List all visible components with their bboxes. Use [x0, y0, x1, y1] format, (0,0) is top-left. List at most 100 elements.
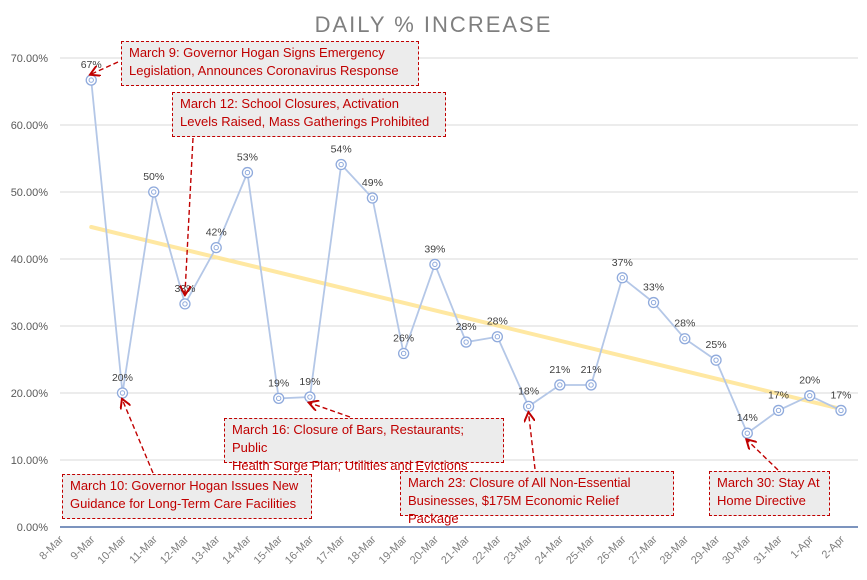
data-point-inner [588, 382, 594, 388]
data-point-inner [400, 350, 407, 357]
x-tick-label: 18-Mar [345, 533, 378, 566]
x-tick-label: 31-Mar [752, 533, 785, 566]
data-label: 42% [206, 227, 227, 239]
data-label: 19% [299, 376, 320, 388]
data-point [835, 404, 847, 417]
data-point-inner [307, 394, 313, 400]
data-label: 21% [581, 364, 602, 376]
data-point [148, 186, 160, 198]
data-label: 33% [643, 282, 664, 294]
data-label: 17% [768, 389, 789, 401]
annotation-march-23-line2: Businesses, $175M Economic Relief Packag… [408, 493, 619, 526]
data-point [585, 379, 597, 391]
annotation-march-30-line2: Home Directive [717, 493, 806, 508]
x-tick-label: 13-Mar [189, 533, 222, 566]
x-tick-label: 21-Mar [439, 533, 472, 566]
data-point [397, 347, 410, 360]
data-point [710, 354, 722, 366]
annotation-march-9-line1: March 9: Governor Hogan Signs Emergency [129, 45, 385, 60]
arrow-march-30 [747, 440, 779, 471]
data-label: 25% [706, 339, 727, 351]
y-tick-label: 0.00% [17, 522, 48, 534]
x-axis: 8-Mar 9-Mar10-Mar11-Mar12-Mar13-Mar14-Mar… [37, 533, 847, 566]
y-tick-label: 30.00% [11, 321, 49, 333]
data-point-inner [650, 299, 657, 306]
data-point [741, 427, 753, 439]
data-point-inner [151, 189, 157, 195]
data-point-inner [838, 407, 844, 414]
data-label: 14% [737, 412, 758, 424]
x-tick-label: 8-Mar [37, 533, 66, 562]
data-label: 54% [331, 144, 352, 156]
y-tick-label: 70.00% [11, 53, 49, 65]
data-point [85, 74, 97, 86]
data-point [522, 400, 535, 413]
x-tick-label: 20-Mar [408, 533, 441, 566]
data-markers [85, 74, 847, 439]
data-point-inner [213, 244, 219, 251]
x-tick-label: 16-Mar [283, 533, 316, 566]
data-point-inner [744, 430, 750, 436]
y-tick-label: 40.00% [11, 254, 49, 266]
data-label: 39% [424, 243, 445, 255]
data-point [273, 392, 285, 405]
data-point-inner [432, 261, 438, 268]
annotation-march-10-line1: March 10: Governor Hogan Issues New [70, 478, 299, 493]
annotation-march-9: March 9: Governor Hogan Signs Emergency … [121, 41, 419, 86]
data-point-inner [713, 357, 719, 363]
data-label: 20% [112, 372, 133, 384]
data-point-inner [463, 339, 469, 345]
data-label: 17% [830, 389, 851, 401]
data-point [647, 296, 660, 309]
data-point-inner [244, 169, 251, 176]
arrow-march-10 [122, 400, 154, 474]
data-point-inner [275, 395, 282, 402]
data-point-inner [775, 407, 782, 414]
data-label: 50% [143, 171, 164, 183]
x-tick-label: 9-Mar [69, 533, 98, 562]
annotation-march-16-line1: March 16: Closure of Bars, Restaurants; … [232, 422, 464, 455]
data-label: 53% [237, 152, 258, 164]
data-point-inner [682, 336, 688, 342]
x-tick-label: 23-Mar [502, 533, 535, 566]
data-point [804, 390, 816, 402]
chart-title: DAILY % INCREASE [314, 12, 553, 37]
x-tick-label: 1-Apr [788, 533, 816, 561]
data-point [304, 391, 316, 403]
x-tick-label: 28-Mar [658, 533, 691, 566]
annotation-march-30: March 30: Stay At Home Directive [709, 471, 830, 516]
data-label: 28% [456, 321, 477, 333]
arrow-march-16 [310, 403, 351, 418]
annotation-march-12-line2: Levels Raised, Mass Gatherings Prohibite… [180, 114, 430, 129]
data-point [179, 298, 191, 310]
annotation-march-12: March 12: School Closures, Activation Le… [172, 92, 446, 137]
x-tick-label: 15-Mar [252, 533, 285, 566]
data-labels: 67% 20% 50% 33% 42% 53% 19% 19% 54% 49% 26% 39% 28% 2… [81, 59, 852, 424]
data-point-inner [807, 392, 813, 399]
data-point-inner [494, 334, 501, 340]
x-tick-label: 30-Mar [720, 533, 753, 566]
data-label: 19% [268, 377, 289, 389]
data-label: 37% [612, 257, 633, 269]
x-tick-label: 26-Mar [595, 533, 628, 566]
annotation-march-10: March 10: Governor Hogan Issues New Guid… [62, 474, 312, 519]
annotation-march-30-line1: March 30: Stay At [717, 475, 820, 490]
data-point-inner [369, 195, 376, 201]
data-point-inner [119, 390, 126, 396]
y-tick-label: 60.00% [11, 120, 49, 132]
annotation-march-16-line2: Health Surge Plan; Utilities and Evictio… [232, 458, 468, 473]
annotation-march-23-line1: March 23: Closure of All Non-Essential [408, 475, 631, 490]
x-tick-label: 27-Mar [627, 533, 660, 566]
data-point [554, 379, 566, 391]
data-point-inner [525, 403, 532, 410]
annotation-march-16: March 16: Closure of Bars, Restaurants; … [224, 418, 504, 473]
arrow-march-23 [529, 413, 536, 470]
annotation-march-12-line1: March 12: School Closures, Activation [180, 96, 399, 111]
x-tick-label: 22-Mar [470, 533, 503, 566]
x-tick-label: 2-Apr [820, 533, 848, 561]
x-tick-label: 17-Mar [314, 533, 347, 566]
data-point-inner [182, 301, 188, 307]
y-tick-label: 10.00% [11, 455, 49, 467]
x-tick-label: 11-Mar [127, 533, 160, 566]
